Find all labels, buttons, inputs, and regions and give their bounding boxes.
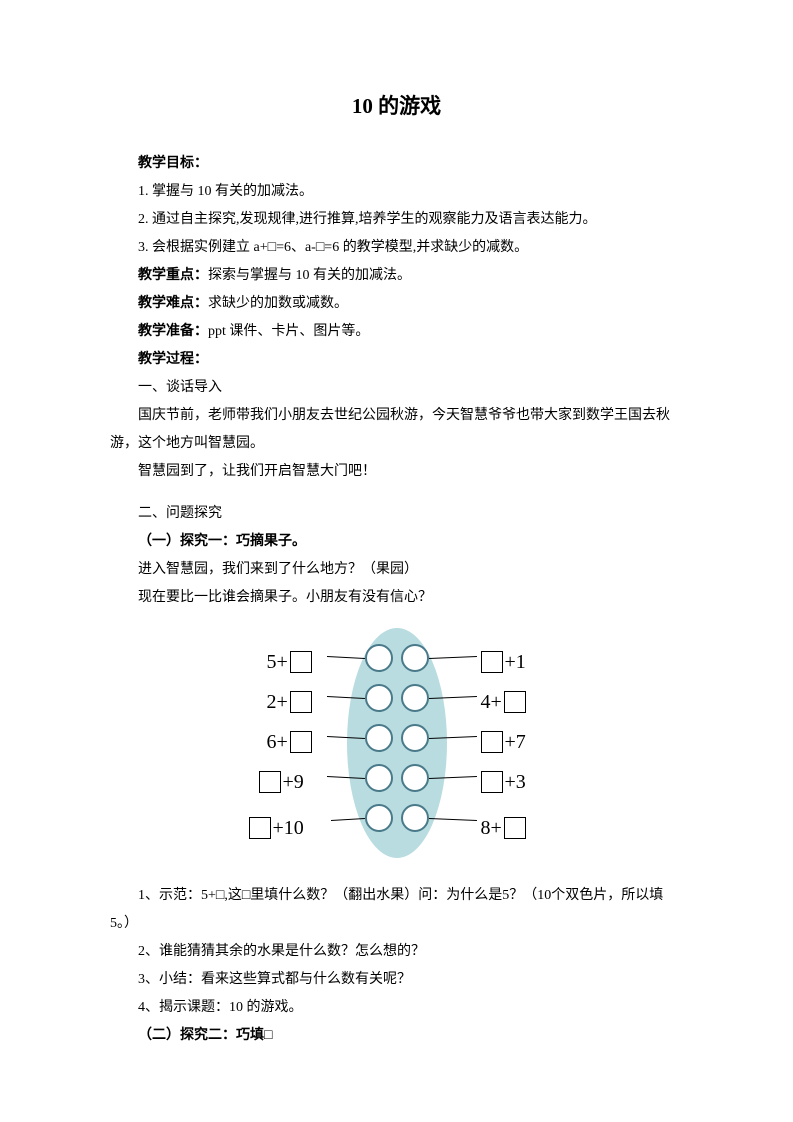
blank-box xyxy=(481,731,503,753)
section1-p1: 国庆节前，老师带我们小朋友去世纪公园秋游，今天智慧爷爷也带大家到数学王国去秋游，… xyxy=(110,402,683,458)
expr-text: +10 xyxy=(273,808,304,848)
dot-circle xyxy=(365,764,393,792)
q1: 1、示范：5+□,这□里填什么数？（翻出水果）问：为什么是5？（10个双色片，所… xyxy=(110,882,683,938)
difficulty-line: 教学难点：求缺少的加数或减数。 xyxy=(110,290,683,318)
expression-right: 4+ xyxy=(481,682,526,722)
dot-circle xyxy=(401,644,429,672)
goal-heading: 教学目标： xyxy=(110,150,683,178)
section1-p2: 智慧园到了，让我们开启智慧大门吧！ xyxy=(110,458,683,486)
blank-box xyxy=(249,817,271,839)
expr-text: +7 xyxy=(505,722,526,762)
dot-circle xyxy=(401,764,429,792)
goal-2: 2. 通过自主探究,发现规律,进行推算,培养学生的观察能力及语言表达能力。 xyxy=(110,206,683,234)
section1-heading: 一、谈话导入 xyxy=(110,374,683,402)
blank-box xyxy=(290,731,312,753)
dot-circle xyxy=(365,684,393,712)
connector-line xyxy=(428,656,476,659)
focus-text: 探索与掌握与 10 有关的加减法。 xyxy=(208,268,411,283)
section2-heading: 二、问题探究 xyxy=(110,500,683,528)
expression-right: +7 xyxy=(481,722,526,762)
expression-right: +3 xyxy=(481,762,526,802)
blank-box xyxy=(481,651,503,673)
blank-box xyxy=(504,817,526,839)
expression-left: +9 xyxy=(259,762,304,802)
focus-label: 教学重点： xyxy=(138,268,208,283)
dot-circle xyxy=(365,644,393,672)
expr-text: +9 xyxy=(283,762,304,802)
page-title: 10 的游戏 xyxy=(110,90,683,120)
section2-p1: 进入智慧园，我们来到了什么地方？（果园） xyxy=(110,556,683,584)
expr-text: 4+ xyxy=(481,682,502,722)
page: 10 的游戏 教学目标： 1. 掌握与 10 有关的加减法。 2. 通过自主探究… xyxy=(0,0,793,1122)
content-body: 教学目标： 1. 掌握与 10 有关的加减法。 2. 通过自主探究,发现规律,进… xyxy=(110,150,683,1050)
expression-left: 6+ xyxy=(267,722,312,762)
expression-left: 5+ xyxy=(267,642,312,682)
dot-circle xyxy=(401,684,429,712)
goal-1: 1. 掌握与 10 有关的加减法。 xyxy=(110,178,683,206)
connector-line xyxy=(326,656,364,659)
blank-box xyxy=(259,771,281,793)
blank-box xyxy=(504,691,526,713)
connector-line xyxy=(428,818,476,821)
dot-circle xyxy=(401,724,429,752)
prep-text: ppt 课件、卡片、图片等。 xyxy=(208,324,369,339)
dot-circle xyxy=(365,724,393,752)
section2-sub2: （二）探究二：巧填□ xyxy=(110,1022,683,1050)
fruit-diagram: 5+2+6++9 +10 +14++7+38+ xyxy=(217,628,577,858)
spacer xyxy=(110,486,683,500)
difficulty-text: 求缺少的加数或减数。 xyxy=(208,296,348,311)
blank-box xyxy=(290,651,312,673)
expression-left: +10 xyxy=(249,808,304,848)
expr-text: 8+ xyxy=(481,808,502,848)
q4: 4、揭示课题：10 的游戏。 xyxy=(110,994,683,1022)
difficulty-label: 教学难点： xyxy=(138,296,208,311)
expression-left: 2+ xyxy=(267,682,312,722)
blank-box xyxy=(481,771,503,793)
q3: 3、小结：看来这些算式都与什么数有关呢？ xyxy=(110,966,683,994)
prep-line: 教学准备：ppt 课件、卡片、图片等。 xyxy=(110,318,683,346)
dot-circle xyxy=(401,804,429,832)
section2-sub1: （一）探究一：巧摘果子。 xyxy=(110,528,683,556)
oval-background xyxy=(347,628,447,858)
blank-box xyxy=(290,691,312,713)
expression-right: +1 xyxy=(481,642,526,682)
prep-label: 教学准备： xyxy=(138,324,208,339)
focus-line: 教学重点：探索与掌握与 10 有关的加减法。 xyxy=(110,262,683,290)
section2-p2: 现在要比一比谁会摘果子。小朋友有没有信心？ xyxy=(110,584,683,612)
diagram-container: 5+2+6++9 +10 +14++7+38+ xyxy=(110,628,683,858)
expr-text: 5+ xyxy=(267,642,288,682)
q2: 2、谁能猜猜其余的水果是什么数？怎么想的？ xyxy=(110,938,683,966)
process-heading: 教学过程： xyxy=(110,346,683,374)
expression-right: 8+ xyxy=(481,808,526,848)
expr-text: 6+ xyxy=(267,722,288,762)
expr-text: 2+ xyxy=(267,682,288,722)
expr-text: +3 xyxy=(505,762,526,802)
goal-3: 3. 会根据实例建立 a+□=6、a-□=6 的教学模型,并求缺少的减数。 xyxy=(110,234,683,262)
expr-text: +1 xyxy=(505,642,526,682)
dot-circle xyxy=(365,804,393,832)
